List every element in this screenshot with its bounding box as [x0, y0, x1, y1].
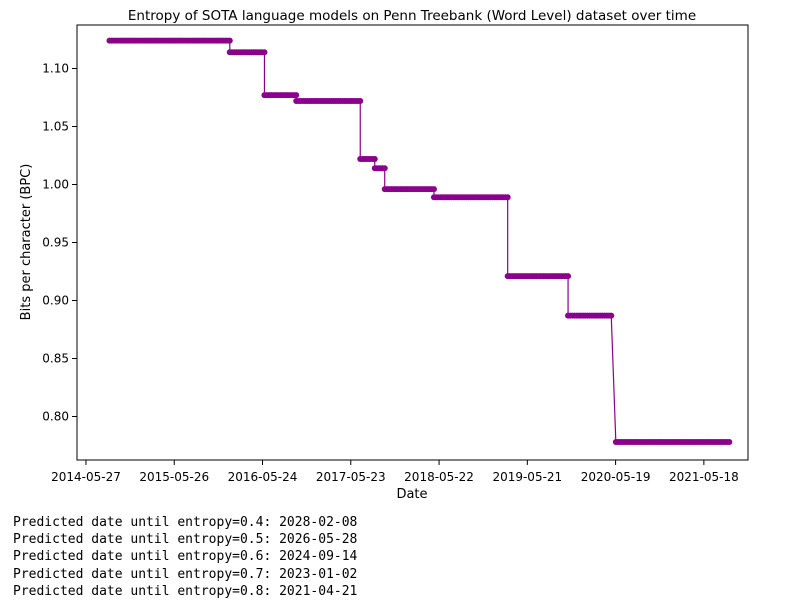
- prediction-line: Predicted date until entropy=0.5: 2026-0…: [13, 532, 358, 548]
- plot-area: [77, 25, 748, 460]
- data-point: [430, 186, 437, 193]
- prediction-line: Predicted date until entropy=0.8: 2021-0…: [13, 583, 358, 599]
- y-tick-label: 0.80: [42, 410, 69, 424]
- x-tick-label: 2016-05-24: [228, 470, 298, 484]
- chart-title: Entropy of SOTA language models on Penn …: [128, 8, 696, 24]
- x-tick-label: 2019-05-21: [492, 470, 562, 484]
- data-point: [261, 49, 268, 56]
- entropy-chart: Entropy of SOTA language models on Penn …: [19, 8, 749, 502]
- data-point: [565, 273, 572, 280]
- prediction-line: Predicted date until entropy=0.6: 2024-0…: [13, 549, 358, 565]
- data-point: [226, 37, 233, 44]
- data-point: [293, 92, 300, 99]
- x-axis-ticks: 2014-05-27 2015-05-26 2016-05-24 2017-05-23…: [51, 460, 739, 484]
- y-tick-label: 0.90: [42, 294, 69, 308]
- y-tick-label: 1.00: [42, 178, 69, 192]
- data-point: [381, 165, 388, 172]
- y-tick-label: 1.10: [42, 62, 69, 76]
- y-tick-label: 0.85: [42, 352, 69, 366]
- prediction-line: Predicted date until entropy=0.7: 2023-0…: [13, 566, 358, 582]
- x-tick-label: 2017-05-23: [316, 470, 386, 484]
- y-axis-ticks: 0.80 0.85 0.90 0.95 1.00 1.05 1.10: [42, 62, 77, 424]
- y-tick-label: 0.95: [42, 236, 69, 250]
- prediction-line: Predicted date until entropy=0.4: 2028-0…: [13, 515, 358, 530]
- prediction-list: Predicted date until entropy=0.4: 2028-0…: [13, 514, 357, 600]
- data-point: [726, 439, 733, 446]
- x-tick-label: 2015-05-26: [139, 470, 209, 484]
- data-point: [504, 194, 511, 201]
- data-point: [371, 155, 378, 162]
- x-axis-label: Date: [396, 487, 427, 502]
- data-point: [357, 97, 364, 104]
- y-tick-label: 1.05: [42, 120, 69, 134]
- x-tick-label: 2021-05-18: [669, 470, 739, 484]
- x-tick-label: 2014-05-27: [51, 470, 121, 484]
- data-point: [608, 312, 615, 319]
- x-tick-label: 2020-05-19: [581, 470, 651, 484]
- x-tick-label: 2018-05-22: [404, 470, 474, 484]
- series-layer: [106, 37, 733, 446]
- y-axis-label: Bits per character (BPC): [19, 164, 34, 321]
